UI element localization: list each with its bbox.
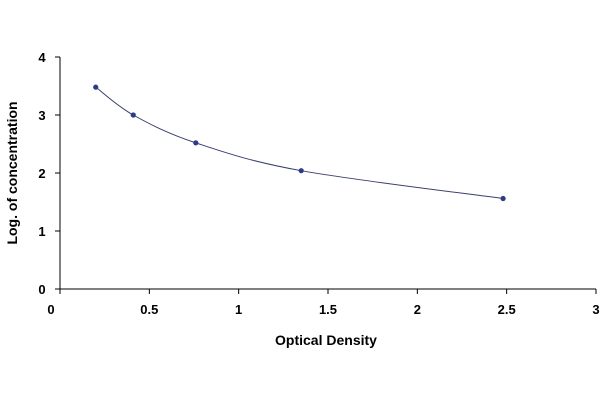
y-axis-title: Log. of concentration [4,101,20,244]
fit-curve [95,86,504,200]
y-tick-label: 2 [38,166,45,181]
x-tick-label: 3 [592,302,599,317]
x-tick-label: 0.5 [140,302,158,317]
data-point [298,168,304,174]
x-tick-label: 1 [235,302,242,317]
plot-area: 0 0.5 1 1.5 2 2.5 3 0 1 2 3 4 [38,50,599,317]
y-ticks: 0 1 2 3 4 [38,50,60,297]
data-points [93,84,506,202]
y-tick-label: 3 [38,108,45,123]
data-point [193,140,199,146]
data-point [130,112,136,118]
x-tick-label: 2 [414,302,421,317]
x-tick-label: 2.5 [498,302,516,317]
y-tick-label: 1 [38,224,45,239]
x-tick-label: 1.5 [319,302,337,317]
data-point [500,195,506,202]
data-point [93,84,99,90]
x-ticks: 0 0.5 1 1.5 2 2.5 3 [47,289,600,317]
x-axis-title: Optical Density [275,332,377,348]
y-tick-label: 0 [38,282,45,297]
x-tick-label: 0 [47,302,54,317]
y-tick-label: 4 [38,50,46,65]
